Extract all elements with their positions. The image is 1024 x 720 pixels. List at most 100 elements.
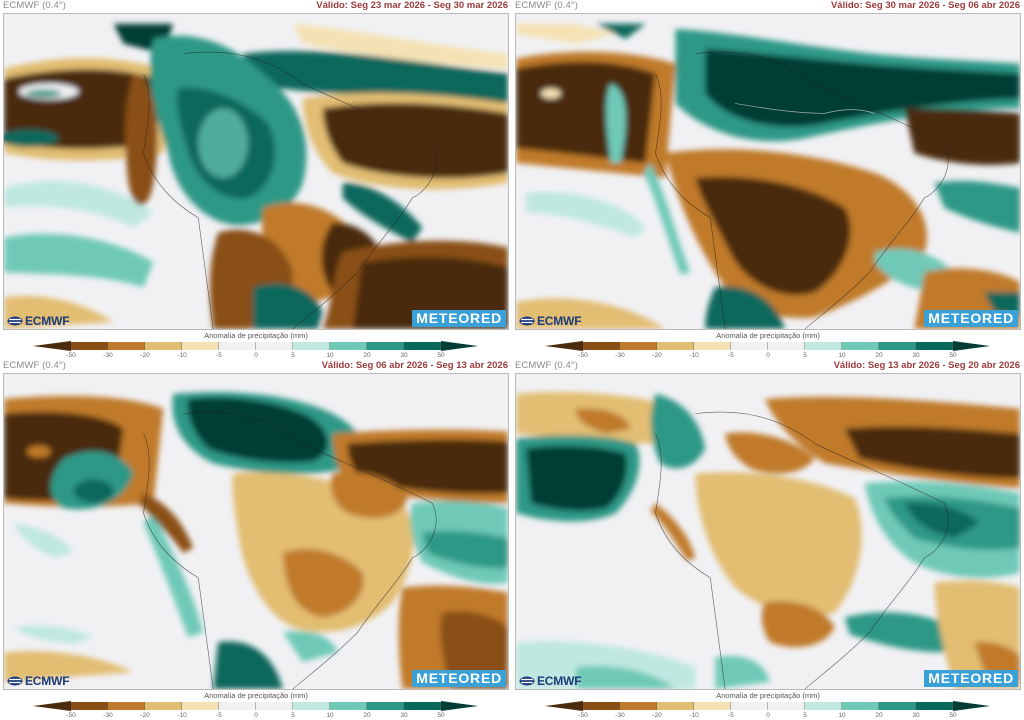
colorbar-labels: -50 -30 -20 -10 -5 0 5 10 20 30 50 <box>512 351 1024 360</box>
tick-label: 0 <box>766 712 770 719</box>
ecmwf-logo-text: ECMWF <box>25 313 70 328</box>
colorbar-seg <box>805 342 842 350</box>
panel-header: ECMWF (0.4°) Válido: Seg 06 abr 2026 - S… <box>3 360 508 372</box>
tick-label: 30 <box>912 712 920 719</box>
colorbar-seg <box>367 342 404 350</box>
colorbar-seg <box>71 342 108 350</box>
tick-label: -10 <box>689 352 699 359</box>
colorbar-min-arrow <box>33 701 71 711</box>
colorbar-min-arrow <box>33 341 71 351</box>
colorbar-seg <box>731 342 768 350</box>
colorbar-title: Anomalia de precipitação (mm) <box>716 691 820 700</box>
panel-header: ECMWF (0.4°) Válido: Seg 13 abr 2026 - S… <box>515 360 1020 372</box>
tick-label: 20 <box>875 712 883 719</box>
colorbar-seg <box>657 342 694 350</box>
tick-label: -20 <box>140 352 150 359</box>
colorbar-seg <box>657 702 694 710</box>
colorbar-max-arrow <box>441 701 478 711</box>
colorbar-seg <box>879 702 916 710</box>
colorbar-seg <box>583 702 620 710</box>
colorbar-seg <box>842 702 879 710</box>
tick-label: 10 <box>838 712 846 719</box>
colorbar-seg <box>108 702 145 710</box>
colorbar-seg <box>768 342 805 350</box>
colorbar-seg <box>694 702 731 710</box>
meteored-logo: METEORED <box>924 670 1018 687</box>
tick-label: -20 <box>652 712 662 719</box>
colorbar-seg <box>256 702 293 710</box>
colorbar-seg <box>108 342 145 350</box>
tick-label: -30 <box>615 712 625 719</box>
panel-header: ECMWF (0.4°) Válido: Seg 30 mar 2026 - S… <box>515 0 1020 12</box>
tick-label: -5 <box>728 352 734 359</box>
ecmwf-logo: ECMWF <box>519 313 582 328</box>
colorbar <box>33 701 478 711</box>
colorbar-max-arrow <box>953 341 990 351</box>
tick-label: -20 <box>140 712 150 719</box>
tick-label: 50 <box>949 352 957 359</box>
tick-label: -50 <box>66 352 76 359</box>
tick-label: -5 <box>216 712 222 719</box>
ecmwf-logo-icon <box>519 316 535 325</box>
tick-label: 5 <box>291 352 295 359</box>
tick-label: 20 <box>363 352 371 359</box>
model-label: ECMWF (0.4°) <box>515 360 579 371</box>
meteored-logo: METEORED <box>924 310 1018 327</box>
anomaly-field <box>516 14 1020 329</box>
colorbar-seg <box>145 342 182 350</box>
colorbar-min-arrow <box>545 701 583 711</box>
colorbar-seg <box>916 342 953 350</box>
model-label: ECMWF (0.4°) <box>3 0 67 11</box>
precipitation-anomaly-map: ECMWF METEORED <box>3 373 509 690</box>
colorbar-max-arrow <box>953 701 990 711</box>
colorbar-seg <box>182 342 219 350</box>
forecast-panel-week-2: ECMWF (0.4°) Válido: Seg 30 mar 2026 - S… <box>512 0 1024 360</box>
colorbar-seg <box>404 342 441 350</box>
tick-label: -20 <box>652 352 662 359</box>
tick-label: 10 <box>326 712 334 719</box>
tick-label: -50 <box>578 352 588 359</box>
colorbar <box>545 341 990 351</box>
tick-label: 30 <box>400 712 408 719</box>
tick-label: 30 <box>400 352 408 359</box>
colorbar-seg <box>367 702 404 710</box>
precipitation-anomaly-map: ECMWF METEORED <box>3 13 509 330</box>
colorbar-seg <box>620 342 657 350</box>
tick-label: 5 <box>803 712 807 719</box>
meteored-logo: METEORED <box>412 310 506 327</box>
anomaly-field <box>516 374 1020 689</box>
tick-label: -5 <box>728 712 734 719</box>
ecmwf-logo: ECMWF <box>7 313 70 328</box>
tick-label: 5 <box>803 352 807 359</box>
ecmwf-logo-icon <box>519 676 535 685</box>
colorbar-title: Anomalia de precipitação (mm) <box>716 331 820 340</box>
colorbar-seg <box>219 342 256 350</box>
colorbar-seg <box>583 342 620 350</box>
colorbar-seg <box>330 702 367 710</box>
ecmwf-logo-text: ECMWF <box>537 673 582 688</box>
model-label: ECMWF (0.4°) <box>515 0 579 11</box>
tick-label: -30 <box>615 352 625 359</box>
ecmwf-logo-text: ECMWF <box>25 673 70 688</box>
tick-label: 20 <box>875 352 883 359</box>
colorbar <box>545 701 990 711</box>
colorbar-seg <box>404 702 441 710</box>
valid-period: Válido: Seg 23 mar 2026 - Seg 30 mar 202… <box>316 0 508 11</box>
ecmwf-logo-icon <box>7 316 23 325</box>
anomaly-field <box>4 14 508 329</box>
precipitation-anomaly-map: ECMWF METEORED <box>515 373 1021 690</box>
colorbar-labels: -50 -30 -20 -10 -5 0 5 10 20 30 50 <box>0 351 512 360</box>
colorbar-seg <box>842 342 879 350</box>
tick-label: -50 <box>66 712 76 719</box>
tick-label: 50 <box>437 712 445 719</box>
tick-label: -30 <box>103 352 113 359</box>
tick-label: 0 <box>766 352 770 359</box>
tick-label: 30 <box>912 352 920 359</box>
ecmwf-logo-text: ECMWF <box>537 313 582 328</box>
colorbar-seg <box>768 702 805 710</box>
colorbar-max-arrow <box>441 341 478 351</box>
tick-label: 20 <box>363 712 371 719</box>
valid-period: Válido: Seg 06 abr 2026 - Seg 13 abr 202… <box>321 360 508 371</box>
colorbar-title: Anomalia de precipitação (mm) <box>204 331 308 340</box>
